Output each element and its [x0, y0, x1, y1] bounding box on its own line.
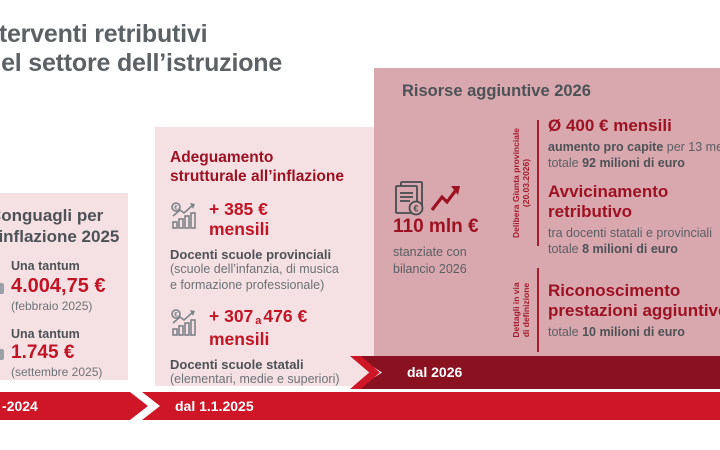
entry-body: aumento pro capite per 13 mens	[548, 140, 720, 154]
panel-left-heading-line1: Conguagli per	[0, 206, 104, 225]
una-tantum-label: Una tantum	[11, 259, 80, 273]
target-group: Docenti scuole statali	[170, 357, 304, 372]
panel-mid-heading-line2: strutturale all’inflazione	[170, 168, 344, 185]
target-detail-line1: (elementari, medie e superiori)	[170, 372, 340, 386]
panel-left-heading-line2: l’inflazione 2025	[0, 227, 120, 246]
entry-title-line1: Avvicinamento	[548, 182, 669, 201]
page-title-line2: nel settore dell’istruzione	[0, 49, 283, 77]
timeline-band-2024: -2024	[0, 392, 148, 420]
svg-text:€: €	[174, 311, 178, 318]
entry-total: totale 92 milioni di euro	[548, 156, 685, 170]
list-item: € + 307 a 476 € mensili	[170, 306, 374, 349]
una-tantum-amount: 1.745 €	[11, 342, 75, 363]
range-connector: a	[255, 315, 262, 327]
panel-conguagli-2025: Conguagli per l’inflazione 2025 Una tant…	[0, 193, 128, 380]
trend-arrow-icon	[430, 186, 460, 211]
increase-amount-unit: mensili	[209, 329, 270, 349]
timeline-band-2026: dal 2026	[356, 356, 720, 389]
una-tantum-amount: 4.004,75 €	[11, 275, 106, 297]
budget-note: stanziate con bilancio 2026	[393, 245, 467, 276]
entry-total: totale 10 milioni di euro	[548, 325, 685, 339]
list-item: Una tantum 1.745 € (settembre 2025)	[11, 327, 128, 379]
budget-amount: 110 mln €	[393, 216, 479, 237]
entry-title-line2: prestazioni aggiuntive	[548, 301, 720, 320]
entry-total: totale 8 milioni di euro	[548, 242, 678, 256]
una-tantum-note: (febbraio 2025)	[11, 299, 93, 313]
panel-risorse-2026: Risorse aggiuntive 2026 € 110 mln € stan…	[374, 68, 720, 356]
page-title-line1: Interventi retributivi	[0, 20, 208, 48]
entry-title: Ø 400 € mensili	[548, 116, 672, 135]
entry-title-line1: Riconoscimento	[548, 281, 681, 300]
measure-entry-avvicinamento: Avvicinamento retributivo tra docenti st…	[548, 182, 712, 257]
timeline-band-2025: dal 1.1.2025	[140, 392, 720, 420]
entry-body: tra docenti statali e provinciali	[548, 226, 712, 240]
target-detail-line2: e formazione professionale)	[170, 277, 325, 292]
increase-amount-unit: mensili	[209, 219, 270, 239]
increase-amount: + 385 €	[209, 199, 268, 219]
panel-right-heading: Risorse aggiuntive 2026	[402, 82, 591, 100]
panel-adeguamento-inflazione: Adeguamento strutturale all’inflazione €…	[155, 127, 374, 386]
coin-icon	[0, 349, 4, 360]
una-tantum-label: Una tantum	[11, 327, 80, 341]
section-divider-line	[537, 268, 539, 352]
target-detail-line1: (scuole dell’infanzia, di musica	[170, 262, 339, 276]
measure-entry-400-mensili: Ø 400 € mensili aumento pro capite per 1…	[548, 116, 720, 171]
coin-icon	[0, 283, 4, 294]
una-tantum-note: (settembre 2025)	[11, 365, 103, 379]
list-item: Una tantum 4.004,75 € (febbraio 2025)	[11, 259, 128, 313]
side-label-dettagli: Dettagli in via di definizione	[511, 282, 531, 338]
target-group: Docenti scuole provinciali	[170, 247, 332, 262]
svg-text:€: €	[413, 204, 418, 214]
list-item: € + 385 € mensili	[170, 199, 374, 239]
panel-mid-heading-line1: Adeguamento	[170, 149, 274, 166]
euro-bar-chart-growth-icon: €	[170, 201, 200, 231]
entry-title-line2: retributivo	[548, 202, 633, 221]
svg-text:€: €	[174, 204, 178, 211]
euro-bar-chart-growth-icon: €	[170, 308, 200, 338]
measure-entry-riconoscimento: Riconoscimento prestazioni aggiuntive to…	[548, 281, 720, 340]
section-divider-line	[537, 120, 539, 246]
increase-amount: + 307 a 476 €	[209, 306, 308, 327]
side-label-delibera: Delibera Giunta provinciale (20.03.2026)	[511, 127, 531, 239]
document-euro-icon: €	[392, 180, 464, 218]
